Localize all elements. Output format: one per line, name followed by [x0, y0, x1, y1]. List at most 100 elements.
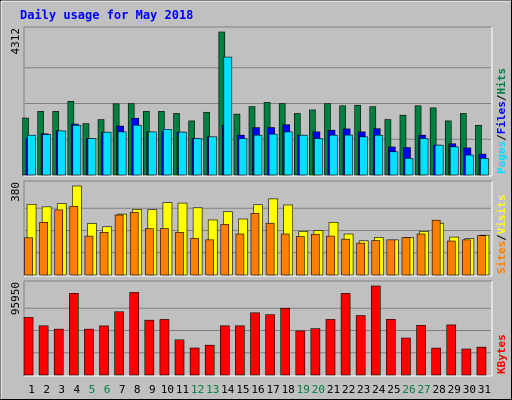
bar-kbytes-day-15 — [235, 325, 245, 376]
bar-kbytes-day-30 — [461, 348, 472, 376]
bar-pages-day-17 — [268, 133, 278, 176]
bar-kbytes-day-9 — [144, 319, 155, 376]
bar-sites-day-12 — [190, 238, 199, 276]
bar-pages-day-9 — [148, 131, 157, 176]
bar-pages-day-11 — [178, 131, 187, 176]
hits-files-pages-legend-item-0: Pages — [495, 141, 508, 174]
bar-sites-day-8 — [129, 212, 139, 276]
bar-sites-day-9 — [145, 228, 154, 276]
bar-hits-day-31 — [475, 124, 482, 176]
bar-sites-day-23 — [356, 242, 365, 276]
day-label-10: 10 — [161, 383, 174, 396]
day-label-20: 20 — [312, 383, 325, 396]
bar-pages-day-13 — [208, 136, 218, 176]
day-label-19: 19 — [297, 383, 310, 396]
bar-sites-day-7 — [114, 214, 124, 276]
bar-pages-day-31 — [480, 158, 489, 176]
visits-sites-legend: Sites/Visits — [495, 195, 508, 275]
day-label-7: 7 — [119, 383, 126, 396]
bar-kbytes-day-2 — [38, 325, 49, 376]
bar-sites-day-31 — [477, 235, 486, 276]
visits-sites-legend-item-2: Visits — [495, 195, 508, 235]
bar-hits-day-28 — [429, 107, 437, 176]
bar-pages-day-16 — [253, 134, 263, 176]
bar-sites-day-3 — [54, 209, 64, 276]
bar-pages-day-14 — [223, 56, 233, 176]
hits-files-pages-legend-item-4: Hits — [495, 68, 508, 95]
day-label-25: 25 — [387, 383, 400, 396]
bar-sites-day-28 — [431, 219, 441, 276]
bar-kbytes-day-5 — [84, 328, 94, 376]
day-label-14: 14 — [221, 383, 235, 396]
day-label-27: 27 — [417, 383, 430, 396]
bar-pages-day-22 — [344, 134, 353, 176]
day-label-30: 30 — [463, 383, 476, 396]
day-label-9: 9 — [149, 383, 156, 396]
bar-kbytes-day-13 — [204, 344, 215, 376]
day-label-23: 23 — [357, 383, 370, 396]
day-label-22: 22 — [342, 383, 355, 396]
bar-kbytes-day-28 — [431, 347, 441, 376]
day-label-18: 18 — [282, 383, 295, 396]
day-label-24: 24 — [372, 383, 386, 396]
bar-kbytes-day-20 — [310, 328, 321, 376]
bar-sites-day-10 — [160, 228, 169, 276]
bar-pages-day-6 — [102, 131, 112, 176]
visits-sites-legend-item-1: / — [495, 234, 508, 241]
bar-sites-day-29 — [446, 240, 456, 276]
bar-sites-day-6 — [99, 232, 109, 276]
bar-kbytes-day-27 — [416, 325, 426, 376]
bar-sites-day-27 — [416, 233, 426, 276]
bar-kbytes-day-6 — [99, 325, 109, 376]
bar-pages-day-8 — [132, 124, 142, 176]
bar-kbytes-day-29 — [446, 324, 457, 376]
bar-pages-day-23 — [359, 136, 368, 176]
kbytes-legend-item-0: KBytes — [495, 334, 508, 374]
hits-files-pages-legend: Pages/Files/Hits — [495, 68, 508, 174]
day-label-6: 6 — [104, 383, 111, 396]
bar-hits-day-30 — [460, 113, 467, 176]
bar-sites-day-4 — [69, 206, 79, 276]
bar-kbytes-day-14 — [220, 325, 230, 376]
bar-sites-day-18 — [280, 233, 290, 276]
bar-sites-day-30 — [462, 239, 471, 276]
bar-sites-day-2 — [39, 222, 48, 276]
bar-pages-day-7 — [117, 131, 127, 176]
bar-pages-day-25 — [389, 151, 399, 176]
bar-pages-day-3 — [57, 130, 67, 176]
day-label-29: 29 — [448, 383, 461, 396]
day-label-4: 4 — [74, 383, 81, 396]
day-label-26: 26 — [402, 383, 415, 396]
day-label-31: 31 — [478, 383, 491, 396]
hits-files-pages-max-label: 4312 — [9, 28, 22, 55]
bar-pages-day-30 — [465, 154, 474, 176]
bar-pages-day-12 — [193, 138, 202, 176]
day-label-3: 3 — [58, 383, 65, 396]
bar-pages-day-4 — [72, 124, 82, 176]
bar-pages-day-20 — [314, 138, 323, 176]
bar-sites-day-11 — [175, 232, 184, 276]
bar-kbytes-day-4 — [69, 293, 79, 376]
bar-sites-day-22 — [341, 238, 350, 276]
bar-sites-day-15 — [235, 233, 245, 276]
bar-sites-day-1 — [24, 237, 33, 276]
bar-kbytes-day-23 — [355, 315, 366, 376]
bar-kbytes-day-19 — [295, 330, 306, 376]
bar-kbytes-day-22 — [340, 293, 351, 376]
bar-pages-day-2 — [42, 134, 51, 176]
day-label-17: 17 — [266, 383, 279, 396]
bar-pages-day-19 — [298, 134, 308, 176]
bar-sites-day-16 — [250, 213, 260, 276]
bar-kbytes-day-1 — [23, 317, 34, 376]
bar-kbytes-day-26 — [401, 337, 411, 376]
bar-pages-day-29 — [449, 146, 459, 176]
bar-kbytes-day-18 — [280, 307, 290, 376]
hits-files-pages-legend-item-1: / — [495, 134, 508, 141]
kbytes-legend: KBytes — [495, 334, 508, 374]
kbytes-max-label: 95950 — [9, 282, 22, 315]
bar-pages-day-27 — [419, 138, 429, 176]
bar-pages-day-15 — [238, 138, 248, 176]
bar-kbytes-day-10 — [159, 319, 170, 376]
